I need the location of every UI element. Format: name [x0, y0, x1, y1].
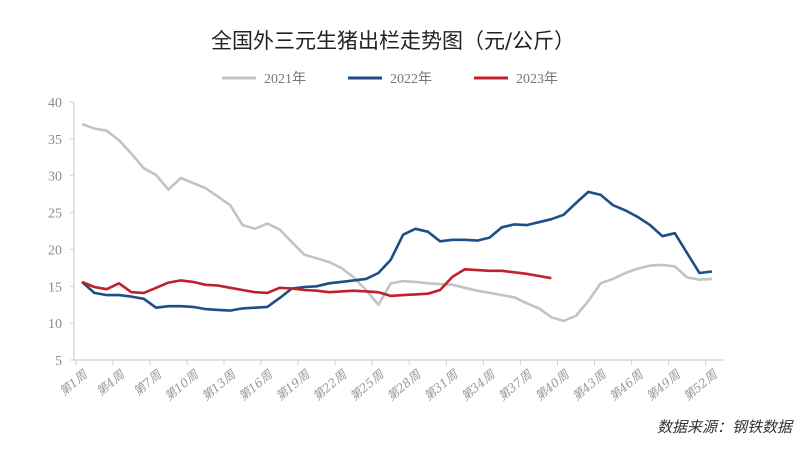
series-line-2022	[81, 190, 713, 312]
x-tick-label: 第7周	[131, 367, 165, 399]
legend-label: 2022年	[390, 71, 432, 87]
x-tick-label: 第13周	[199, 367, 239, 404]
source-note: 数据来源：钢铁数据	[657, 418, 794, 436]
legend-label: 2023年	[516, 71, 558, 87]
x-tick-label: 第4周	[94, 367, 128, 399]
y-tick-label: 30	[48, 170, 62, 185]
axes: 5 10 15 20 25 30 35 40 第1周 第4周 第7周第10周第13周第16周第19周…	[48, 96, 724, 404]
x-tick-label: 第37周	[495, 367, 535, 404]
y-tick-label: 40	[48, 96, 62, 111]
x-tick-label: 第34周	[458, 367, 498, 404]
y-tick-label: 15	[48, 280, 62, 295]
y-tick-label: 10	[48, 317, 62, 332]
x-tick-label: 第1周	[57, 367, 91, 399]
y-tick-label: 5	[55, 354, 62, 369]
series-line-2023	[81, 267, 552, 298]
x-tick-label: 第28周	[384, 367, 424, 404]
y-tick-label: 35	[48, 133, 62, 148]
chart-title: 全国外三元生猪出栏走势图（元/公斤）	[211, 29, 575, 53]
series-line-2021	[81, 122, 712, 323]
x-tick-label: 第10周	[162, 367, 202, 404]
x-tick-label: 第43周	[570, 367, 610, 404]
x-tick-label: 第40周	[532, 367, 572, 404]
x-tick-label: 第19周	[273, 367, 313, 404]
y-tick-label: 20	[48, 243, 62, 258]
legend-label: 2021年	[264, 71, 306, 87]
y-tick-label: 25	[48, 207, 62, 222]
x-tick-label: 第46周	[607, 367, 647, 404]
x-tick-label: 第31周	[421, 367, 461, 404]
x-tick-label: 第25周	[347, 367, 387, 404]
series-lines	[81, 122, 713, 323]
x-tick-label: 第49周	[644, 367, 684, 404]
legend: 2021年 2022年 2023年	[222, 71, 558, 87]
x-tick-label: 第52周	[681, 367, 721, 404]
x-tick-label: 第22周	[310, 367, 350, 404]
x-tick-label: 第16周	[236, 367, 276, 404]
